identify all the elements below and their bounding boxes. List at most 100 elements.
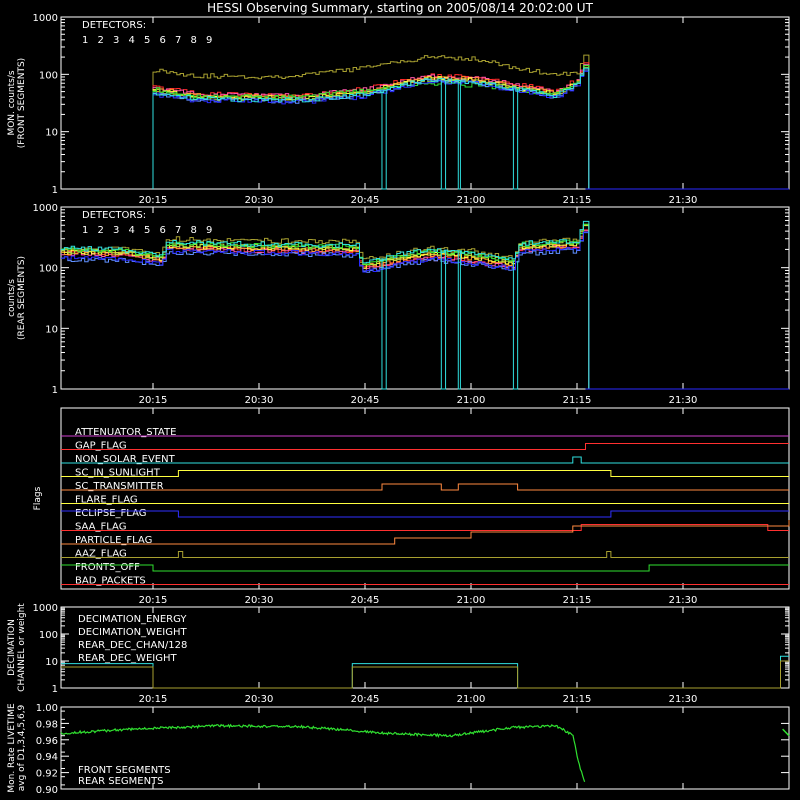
rear-panel-cyan-dropout (381, 257, 387, 390)
front-panel-series-detector-4 (152, 65, 590, 189)
front-panel-xtick-label: 21:15 (563, 195, 592, 206)
decimation-panel-legend-item: DECIMATION_ENERGY (78, 614, 187, 625)
rear-panel-legend-detector-6: 6 (160, 225, 166, 236)
flags-panel-flag-label: FLARE_FLAG (75, 495, 138, 506)
front-panel-legend-detector-4: 4 (129, 35, 135, 46)
flags-panel-flag-label: SC_IN_SUNLIGHT (75, 468, 161, 479)
rear-panel-ytick-label: 1 (52, 385, 58, 396)
flags-panel-xtick-label: 20:15 (139, 595, 168, 606)
flags-panel-flag-label: PARTICLE_FLAG (75, 535, 152, 546)
flags-panel-flag-label: BAD_PACKETS (75, 576, 146, 587)
livetime-panel-ytick-label: 0.94 (36, 752, 58, 763)
flags-panel-flag-label: ATTENUATOR_STATE (75, 427, 176, 438)
decimation-panel-xtick-label: 21:00 (457, 694, 486, 705)
flags-panel-xtick-label: 21:30 (669, 595, 698, 606)
rear-panel-ylabel: (REAR SEGMENTS) (17, 256, 27, 340)
front-panel-xtick-label: 20:45 (351, 195, 380, 206)
livetime-panel-legend-item: REAR SEGMENTS (78, 776, 164, 787)
rear-panel-xtick-label: 21:00 (457, 395, 486, 406)
flags-panel-flag-line (61, 483, 789, 491)
rear-panel-series-group (61, 220, 590, 390)
decimation-panel-ytick-label: 10 (45, 657, 58, 668)
livetime-panel-frame (60, 706, 790, 790)
decimation-panel-frame (60, 606, 790, 689)
decimation-panel-legend-item: REAR_DEC_CHAN/128 (78, 640, 187, 651)
flags-panel-flag-label: AAZ_FLAG (75, 549, 127, 560)
decimation-panel-series (61, 660, 789, 689)
front-panel-legend-detector-9: 9 (206, 35, 212, 46)
livetime-panel-front-series (60, 723, 586, 782)
front-panel-legend-title: DETECTORS: (82, 20, 146, 31)
front-panel-legend-detector-1: 1 (82, 35, 88, 46)
flags-panel-flag-line (61, 443, 789, 450)
front-panel-ytick-label: 10 (45, 128, 58, 139)
front-panel-ylabel: MON. counts/s (7, 70, 17, 135)
rear-panel-xtick-label: 21:15 (563, 395, 592, 406)
decimation-panel-xtick-label: 20:45 (351, 694, 380, 705)
front-panel-legend-detector-5: 5 (144, 35, 150, 46)
front-panel-ylabel: (FRONT SEGMENTS) (17, 58, 27, 148)
rear-panel-ylabel: counts/s (7, 279, 17, 317)
rear-panel-legend-detector-3: 3 (113, 225, 119, 236)
rear-panel-xtick-label: 20:45 (351, 395, 380, 406)
front-panel-xtick-label: 21:30 (669, 195, 698, 206)
decimation-panel-xtick-label: 21:30 (669, 694, 698, 705)
front-panel-series-detector-7 (152, 67, 590, 189)
front-panel-legend-detector-2: 2 (98, 35, 104, 46)
front-panel-series-olive (152, 54, 590, 189)
rear-panel-legend-detector-4: 4 (129, 225, 135, 236)
rear-panel-xtick-label: 20:15 (139, 395, 168, 406)
flags-panel-flag-line (61, 524, 789, 531)
rear-panel-legend-detector-9: 9 (206, 225, 212, 236)
rear-panel-cyan-dropout (457, 251, 461, 390)
decimation-panel-legend-item: DECIMATION_WEIGHT (78, 627, 187, 638)
flags-panel-frame (60, 407, 790, 590)
flags-panel-flag-line (61, 520, 790, 545)
front-panel-cyan-dropout (381, 89, 387, 190)
rear-panel-ytick-label: 10 (45, 324, 58, 335)
front-panel-series-group (152, 54, 590, 190)
rear-panel-legend-title: DETECTORS: (82, 210, 146, 221)
front-panel-ytick-label: 1000 (33, 13, 58, 24)
front-panel-cyan-dropout (440, 80, 447, 190)
flags-panel-flag-label: GAP_FLAG (75, 441, 127, 452)
livetime-panel-legend-item: FRONT SEGMENTS (78, 765, 171, 776)
rear-panel-frame (60, 206, 790, 390)
front-panel-series-detector-2 (152, 63, 590, 189)
rear-panel-series-detector-3 (61, 225, 590, 389)
front-panel-legend-detector-3: 3 (113, 35, 119, 46)
decimation-panel-ytick-label: 1 (52, 684, 58, 695)
flags-panel-xtick-label: 20:45 (351, 595, 380, 606)
decimation-panel-ytick-label: 100 (39, 630, 58, 641)
rear-panel-xtick-label: 21:30 (669, 395, 698, 406)
rear-panel-ytick-label: 1000 (33, 203, 58, 214)
livetime-panel-ytick-label: 0.92 (36, 769, 58, 780)
rear-panel-series-detector-7 (61, 220, 590, 389)
flags-panel-flag-label: FRONTS_OFF (75, 562, 140, 573)
rear-panel-legend-detector-1: 1 (82, 225, 88, 236)
flags-panel-flag-line (61, 470, 789, 477)
decimation-panel-legend-item: REAR_DEC_WEIGHT (78, 653, 177, 664)
livetime-panel-ytick-label: 0.98 (36, 719, 58, 730)
flags-panel-xtick-label: 20:30 (245, 595, 274, 606)
rear-panel-legend-detector-8: 8 (191, 225, 197, 236)
livetime-panel-ytick-label: 1.00 (36, 703, 58, 714)
rear-panel-series-detector-9 (61, 231, 590, 389)
decimation-panel-xtick-label: 20:30 (245, 694, 274, 705)
decimation-panel-xtick-label: 21:15 (563, 694, 592, 705)
front-panel-xtick-label: 21:00 (457, 195, 486, 206)
flags-panel-xtick-label: 21:00 (457, 595, 486, 606)
page-title: HESSI Observing Summary, starting on 200… (207, 1, 593, 15)
front-panel-cyan-dropout (457, 81, 461, 190)
front-panel-legend-detector-6: 6 (160, 35, 166, 46)
front-panel-cyan-dropout (512, 88, 519, 190)
livetime-panel-ytick-label: 0.96 (36, 736, 58, 747)
front-panel-legend-detector-7: 7 (175, 35, 181, 46)
front-panel-ytick-label: 100 (39, 70, 58, 81)
flags-panel-flag-label: ECLIPSE_FLAG (75, 508, 146, 519)
flags-panel-flag-line (61, 510, 789, 518)
rear-panel-series-detector-5 (61, 225, 590, 389)
livetime-panel-ylabel: avg of D1,3,4,5,6,9 (17, 704, 27, 791)
rear-panel-ytick-label: 100 (39, 264, 58, 275)
